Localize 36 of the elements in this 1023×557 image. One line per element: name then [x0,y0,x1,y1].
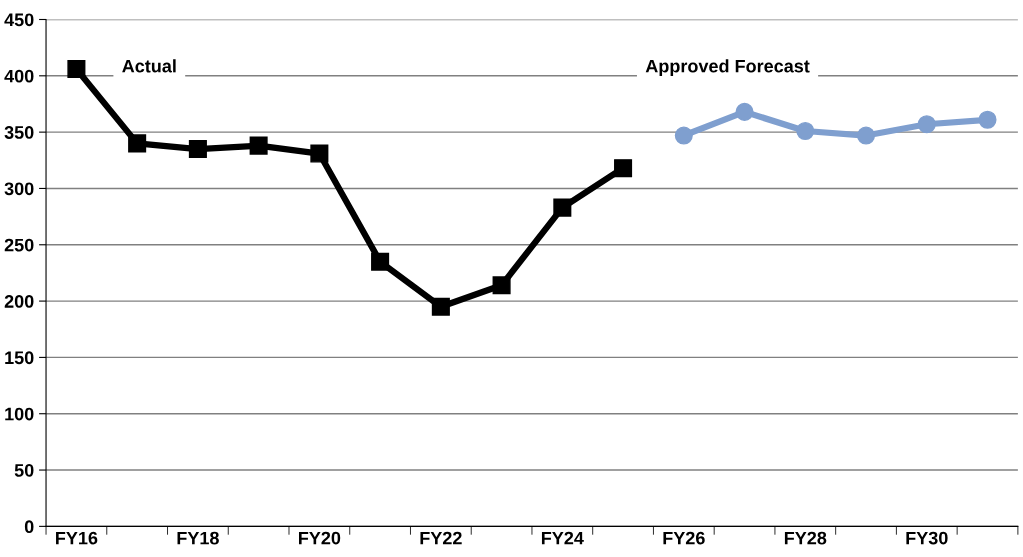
point [614,159,633,178]
x-tick-label: FY20 [299,531,341,545]
point [371,252,390,271]
series-label: Actual [122,59,176,73]
y-tick-label: 250 [4,238,34,252]
x-tick-label: FY26 [663,531,705,545]
point [735,102,754,121]
y-tick-label: 50 [14,463,34,477]
x-tick-label: FY24 [541,531,584,545]
x-tick-label: FY18 [177,531,219,545]
x-tick-label: FY30 [906,531,948,545]
point [917,115,936,134]
point [978,110,997,129]
y-tick-label: 450 [4,13,34,27]
y-tick-label: 100 [5,407,34,421]
y-tick-label: 150 [5,351,34,365]
x-tick-label: FY22 [420,531,462,545]
point [553,198,572,217]
x-tick-label: FY28 [784,531,827,545]
point [310,144,329,163]
point [188,139,207,159]
point [796,121,815,141]
y-tick-label: 400 [4,69,34,83]
point [674,126,693,145]
y-tick-label: 300 [4,182,34,196]
x-tick-label: FY16 [56,531,98,545]
point [67,60,86,79]
y-tick-label: 350 [4,126,34,139]
point [249,136,268,155]
y-tick-label: 0 [24,520,34,534]
point [492,276,511,295]
y-tick-label: 200 [4,295,34,308]
point [431,297,450,316]
text: Approved Forecast [645,59,810,77]
point [128,134,147,153]
point [857,126,876,145]
